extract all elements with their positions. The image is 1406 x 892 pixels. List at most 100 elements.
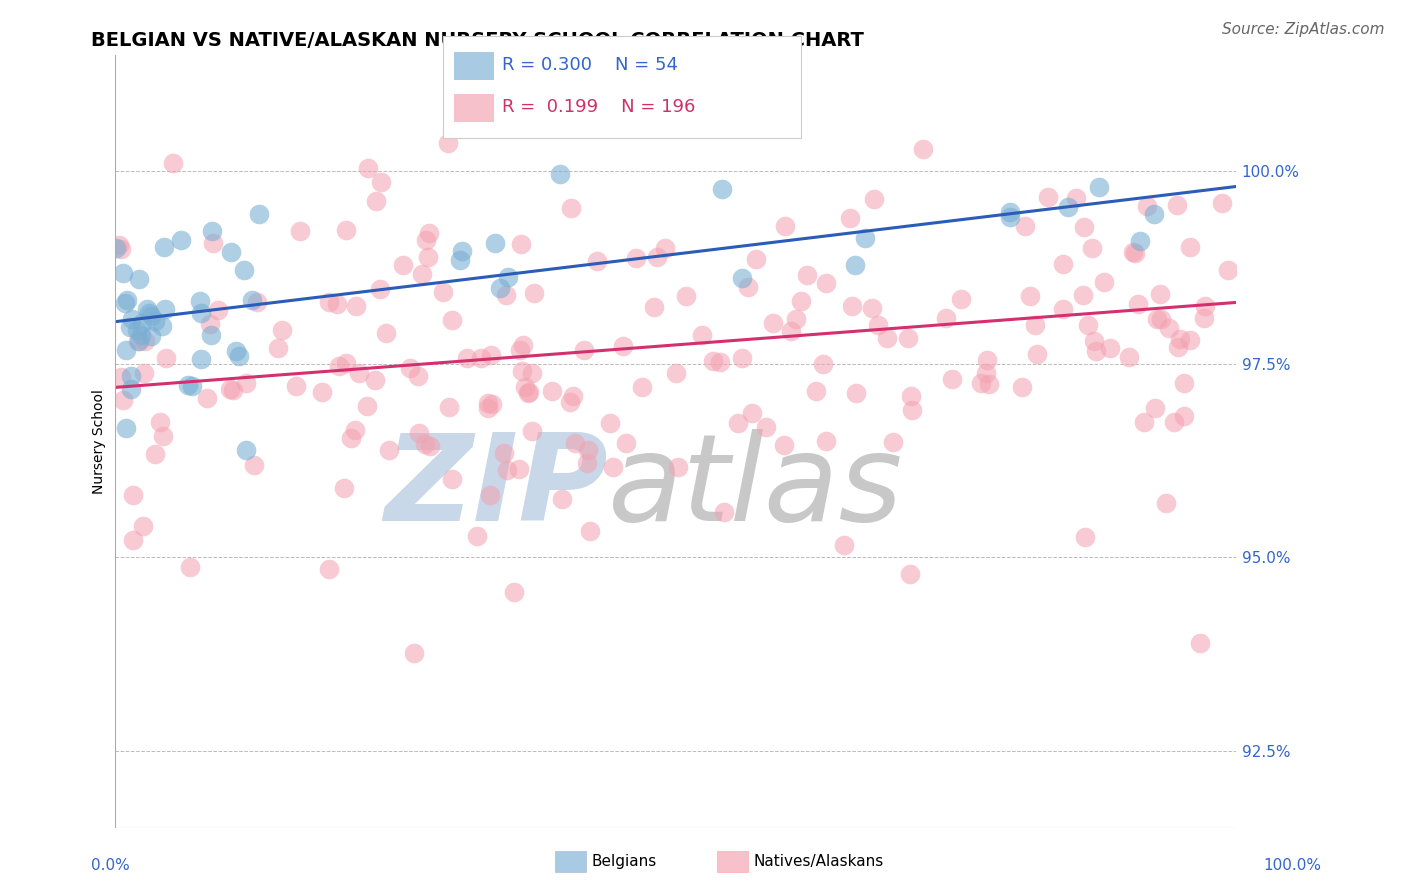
Point (1166, 197, 1188, 211)
Point (110, 370, 132, 384)
Point (1178, 240, 1201, 254)
Point (1143, 401, 1166, 415)
Point (128, 334, 150, 349)
Point (1192, 311, 1215, 326)
Point (370, 175, 392, 189)
Point (364, 194, 387, 208)
Point (266, 341, 288, 355)
Point (1085, 343, 1108, 358)
Point (578, 442, 600, 457)
Point (1180, 333, 1202, 347)
Point (1024, 318, 1046, 333)
Text: R =  0.199    N = 196: R = 0.199 N = 196 (502, 98, 696, 116)
Point (1188, 636, 1211, 650)
Point (378, 442, 401, 457)
Point (624, 252, 647, 266)
Point (1000, 205, 1022, 219)
Point (328, 359, 350, 374)
Point (120, 368, 142, 383)
Point (104, 241, 127, 255)
Point (498, 269, 520, 284)
Point (541, 384, 564, 399)
Point (247, 207, 270, 221)
Point (1071, 288, 1094, 302)
Point (575, 456, 598, 470)
Point (145, 447, 167, 461)
Point (815, 276, 838, 290)
Point (115, 293, 138, 307)
Point (141, 309, 163, 323)
Point (207, 302, 229, 317)
Text: Natives/Alaskans: Natives/Alaskans (754, 855, 884, 869)
Point (509, 343, 531, 358)
Point (375, 326, 398, 340)
Point (177, 378, 200, 392)
Point (114, 421, 136, 435)
Point (120, 382, 142, 396)
Point (709, 355, 731, 369)
Point (599, 416, 621, 430)
Point (970, 376, 993, 390)
Point (654, 241, 676, 255)
Point (392, 258, 415, 272)
Point (326, 296, 349, 310)
Point (318, 562, 340, 576)
Point (127, 334, 149, 348)
Point (1018, 289, 1040, 303)
Point (107, 238, 129, 252)
Point (136, 301, 159, 316)
Text: BELGIAN VS NATIVE/ALASKAN NURSERY SCHOOL CORRELATION CHART: BELGIAN VS NATIVE/ALASKAN NURSERY SCHOOL… (91, 31, 865, 50)
Point (1168, 332, 1191, 346)
Point (235, 442, 257, 457)
Point (804, 384, 827, 399)
Point (1025, 347, 1047, 361)
Point (219, 383, 242, 397)
Point (115, 343, 138, 357)
Point (1157, 321, 1180, 335)
Point (702, 354, 724, 368)
Point (631, 380, 654, 394)
Point (900, 566, 922, 581)
Point (449, 252, 471, 267)
Point (517, 386, 540, 401)
Point (512, 364, 534, 378)
Point (1014, 219, 1036, 233)
Point (1038, 190, 1060, 204)
Point (974, 366, 997, 380)
Point (495, 462, 517, 476)
Point (121, 312, 143, 326)
Point (675, 288, 697, 302)
Point (451, 244, 474, 258)
Point (150, 319, 173, 334)
Point (411, 267, 433, 281)
Point (876, 331, 898, 345)
Point (1064, 192, 1087, 206)
Point (340, 431, 363, 445)
Point (901, 403, 924, 417)
Point (201, 224, 224, 238)
Point (484, 235, 506, 250)
Point (790, 294, 813, 309)
Point (1150, 311, 1173, 326)
Point (179, 560, 201, 574)
Point (560, 201, 582, 215)
Y-axis label: Nursery School: Nursery School (93, 389, 107, 494)
Point (240, 293, 263, 308)
Point (1135, 199, 1157, 213)
Point (190, 293, 212, 308)
Point (288, 223, 311, 237)
Point (1092, 276, 1115, 290)
Point (517, 384, 540, 399)
Point (862, 192, 884, 206)
Text: atlas: atlas (607, 429, 904, 547)
Point (477, 396, 499, 410)
Point (773, 219, 796, 234)
Point (343, 424, 366, 438)
Point (1081, 241, 1104, 255)
Point (1123, 246, 1146, 260)
Point (112, 266, 135, 280)
Point (456, 351, 478, 365)
Point (114, 295, 136, 310)
Point (561, 389, 583, 403)
Point (1118, 350, 1140, 364)
